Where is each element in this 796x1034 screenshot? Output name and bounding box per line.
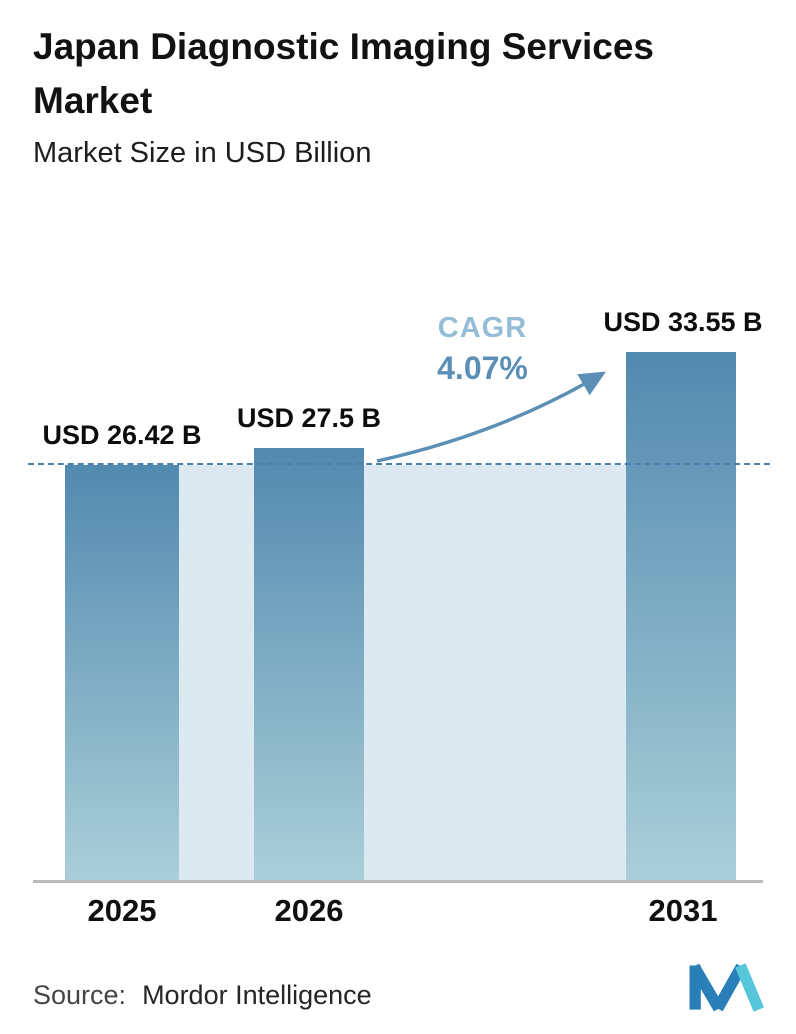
source-attribution: Source: Mordor Intelligence [33, 980, 372, 1011]
bar-value-label-2026: USD 27.5 B [236, 402, 382, 433]
bar-value-label-2025: USD 26.42 B [42, 419, 202, 450]
source-label: Source: [33, 980, 127, 1010]
x-axis-label-2026: 2026 [274, 893, 344, 928]
reference-dashed-line [28, 462, 770, 465]
bar-2031 [626, 352, 736, 882]
x-axis-label-2031: 2031 [648, 893, 718, 928]
chart-header: Japan Diagnostic Imaging Services Market… [33, 20, 753, 170]
cagr-value: 4.07% [437, 350, 528, 386]
mordor-intelligence-logo-icon [689, 963, 765, 1012]
bar-value-label-2031: USD 33.55 B [603, 307, 763, 337]
source-name: Mordor Intelligence [142, 980, 372, 1010]
bar-2025 [65, 464, 179, 882]
bar-2026 [254, 447, 364, 882]
cagr-label: CAGR [437, 312, 528, 344]
x-axis-label-2025: 2025 [87, 893, 157, 928]
cagr-annotation: CAGR 4.07% [405, 312, 560, 387]
chart-subtitle: Market Size in USD Billion [33, 137, 372, 170]
page-title: Japan Diagnostic Imaging Services Market [33, 26, 654, 121]
x-axis-line [33, 880, 763, 883]
